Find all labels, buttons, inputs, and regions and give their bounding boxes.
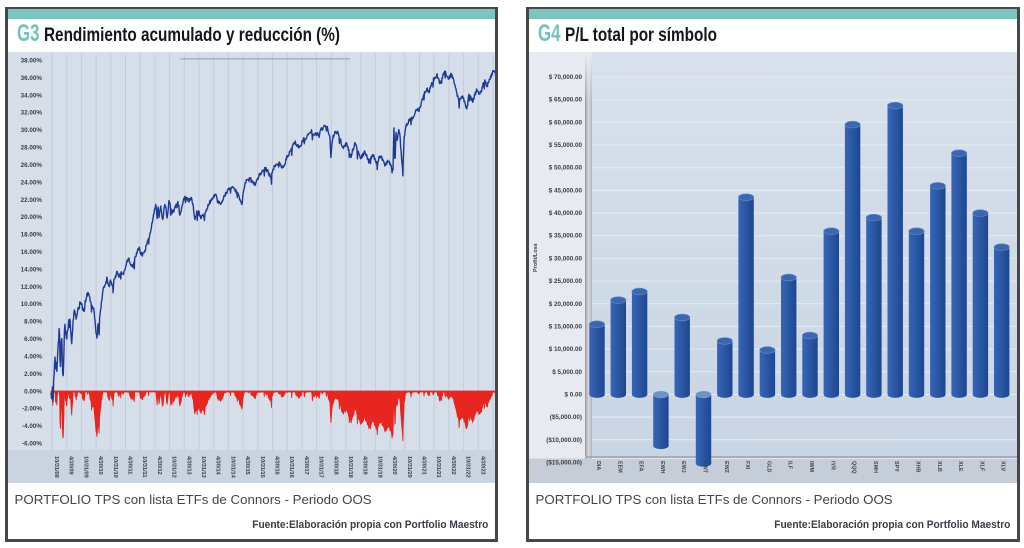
- svg-text:16.00%: 16.00%: [21, 249, 43, 256]
- svg-text:XLV: XLV: [1000, 461, 1006, 471]
- svg-text:14.00%: 14.00%: [21, 266, 43, 273]
- svg-text:($5,000.00): ($5,000.00): [550, 414, 582, 421]
- svg-text:10/31/18: 10/31/18: [347, 456, 353, 478]
- svg-text:$ 0.00: $ 0.00: [564, 392, 582, 399]
- svg-text:4/30/15: 4/30/15: [244, 456, 250, 475]
- svg-text:EWH: EWH: [659, 461, 665, 474]
- svg-text:26.00%: 26.00%: [21, 162, 43, 169]
- svg-text:10/31/16: 10/31/16: [288, 456, 294, 478]
- svg-text:10/31/08: 10/31/08: [53, 456, 59, 478]
- svg-text:-4.00%: -4.00%: [22, 423, 42, 430]
- svg-text:IYR: IYR: [829, 461, 835, 470]
- svg-text:XLB: XLB: [936, 461, 942, 472]
- svg-text:24.00%: 24.00%: [21, 179, 43, 186]
- svg-text:EEM: EEM: [616, 461, 622, 473]
- svg-text:22.00%: 22.00%: [21, 197, 43, 204]
- svg-text:4/30/18: 4/30/18: [332, 456, 338, 475]
- svg-text:$ 55,000.00: $ 55,000.00: [549, 142, 583, 149]
- svg-text:38.00%: 38.00%: [21, 58, 43, 65]
- svg-text:$ 45,000.00: $ 45,000.00: [549, 187, 583, 194]
- svg-text:QQQ: QQQ: [851, 461, 857, 474]
- svg-text:SPY: SPY: [893, 461, 899, 472]
- svg-text:$ 10,000.00: $ 10,000.00: [549, 346, 583, 353]
- svg-text:10/31/09: 10/31/09: [82, 456, 88, 478]
- svg-text:10/31/19: 10/31/19: [376, 456, 382, 478]
- svg-text:FXI: FXI: [744, 461, 750, 470]
- svg-text:$ 25,000.00: $ 25,000.00: [549, 278, 583, 285]
- svg-text:10/31/14: 10/31/14: [229, 456, 235, 479]
- svg-text:4/30/13: 4/30/13: [185, 456, 191, 475]
- svg-text:4/30/10: 4/30/10: [97, 456, 103, 475]
- svg-text:$ 5,000.00: $ 5,000.00: [552, 369, 582, 376]
- svg-text:$ 70,000.00: $ 70,000.00: [549, 74, 583, 81]
- svg-text:GLD: GLD: [765, 461, 771, 472]
- svg-text:SMH: SMH: [872, 461, 878, 473]
- svg-text:10/31/21: 10/31/21: [435, 456, 441, 478]
- svg-text:($10,000.00): ($10,000.00): [546, 437, 582, 444]
- svg-text:10.00%: 10.00%: [21, 301, 43, 308]
- svg-text:EWJ: EWJ: [680, 461, 686, 473]
- svg-text:$ 35,000.00: $ 35,000.00: [549, 233, 583, 240]
- svg-text:$ 65,000.00: $ 65,000.00: [549, 97, 583, 104]
- svg-text:10/31/13: 10/31/13: [200, 456, 206, 478]
- svg-text:8.00%: 8.00%: [24, 319, 42, 326]
- svg-text:XLF: XLF: [978, 461, 984, 472]
- svg-text:6.00%: 6.00%: [24, 336, 42, 343]
- svg-text:4/30/23: 4/30/23: [479, 456, 485, 475]
- svg-text:36.00%: 36.00%: [21, 75, 43, 82]
- svg-text:0.00%: 0.00%: [24, 388, 42, 395]
- svg-text:($15,000.00): ($15,000.00): [546, 460, 582, 467]
- svg-text:32.00%: 32.00%: [21, 110, 43, 117]
- svg-text:10/31/17: 10/31/17: [318, 456, 324, 478]
- svg-text:4/30/19: 4/30/19: [362, 456, 368, 475]
- svg-text:10/31/11: 10/31/11: [141, 456, 147, 477]
- svg-text:Profit/Loss: Profit/Loss: [533, 243, 539, 272]
- svg-text:4.00%: 4.00%: [24, 354, 42, 361]
- svg-text:4/30/12: 4/30/12: [156, 456, 162, 475]
- svg-text:EWT: EWT: [702, 461, 708, 474]
- svg-text:10/31/20: 10/31/20: [406, 456, 412, 478]
- svg-text:4/30/17: 4/30/17: [303, 456, 309, 475]
- svg-text:10/31/12: 10/31/12: [171, 456, 177, 478]
- svg-text:4/30/14: 4/30/14: [215, 456, 221, 476]
- svg-text:-6.00%: -6.00%: [22, 441, 42, 448]
- svg-text:IWM: IWM: [808, 461, 814, 473]
- svg-text:$ 50,000.00: $ 50,000.00: [549, 165, 583, 172]
- svg-text:10/31/15: 10/31/15: [259, 456, 265, 478]
- svg-text:18.00%: 18.00%: [21, 232, 43, 239]
- svg-text:4/30/21: 4/30/21: [421, 456, 427, 475]
- svg-text:28.00%: 28.00%: [21, 145, 43, 152]
- svg-text:$ 30,000.00: $ 30,000.00: [549, 255, 583, 262]
- svg-text:20.00%: 20.00%: [21, 214, 43, 221]
- svg-text:$ 20,000.00: $ 20,000.00: [549, 301, 583, 308]
- svg-text:4/30/22: 4/30/22: [450, 456, 456, 475]
- svg-text:4/30/09: 4/30/09: [68, 456, 74, 475]
- svg-text:$ 15,000.00: $ 15,000.00: [549, 323, 583, 330]
- svg-text:XHB: XHB: [915, 461, 921, 472]
- svg-text:EWZ: EWZ: [723, 461, 729, 474]
- svg-text:30.00%: 30.00%: [21, 127, 43, 134]
- svg-text:4/30/16: 4/30/16: [274, 456, 280, 475]
- svg-text:-2.00%: -2.00%: [22, 406, 42, 413]
- svg-text:10/31/10: 10/31/10: [112, 456, 118, 478]
- svg-text:2.00%: 2.00%: [24, 371, 42, 378]
- svg-text:4/30/11: 4/30/11: [127, 456, 133, 474]
- svg-text:DIA: DIA: [595, 461, 601, 470]
- svg-text:$ 60,000.00: $ 60,000.00: [549, 119, 583, 126]
- svg-text:$ 40,000.00: $ 40,000.00: [549, 210, 583, 217]
- svg-text:12.00%: 12.00%: [21, 284, 43, 291]
- svg-text:XLE: XLE: [957, 461, 963, 472]
- svg-text:4/30/20: 4/30/20: [391, 456, 397, 475]
- svg-text:34.00%: 34.00%: [21, 92, 43, 99]
- svg-text:ILF: ILF: [787, 461, 793, 470]
- svg-text:10/31/22: 10/31/22: [465, 456, 471, 478]
- svg-text:EFA: EFA: [638, 461, 644, 472]
